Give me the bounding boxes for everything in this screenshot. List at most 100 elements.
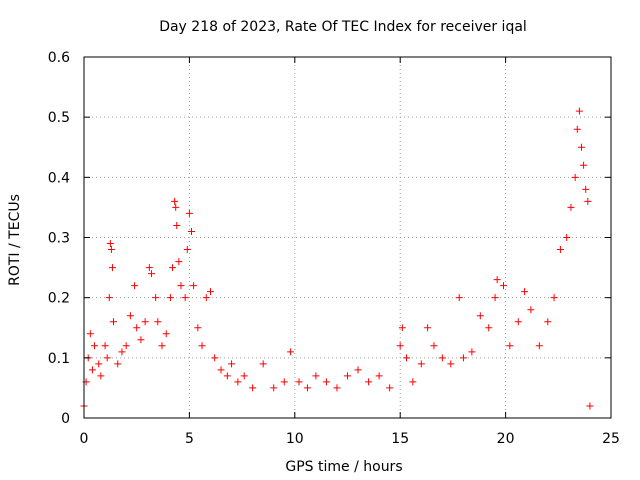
data-point bbox=[141, 318, 149, 326]
data-point bbox=[476, 312, 484, 320]
data-point bbox=[491, 294, 499, 302]
data-point bbox=[430, 342, 438, 350]
data-point bbox=[97, 372, 105, 380]
data-point bbox=[194, 324, 202, 332]
data-point bbox=[403, 354, 411, 362]
data-point bbox=[175, 258, 183, 266]
data-point bbox=[158, 342, 166, 350]
data-point bbox=[493, 276, 501, 284]
data-point bbox=[217, 366, 225, 374]
data-point bbox=[126, 312, 134, 320]
data-point bbox=[468, 348, 476, 356]
data-point bbox=[131, 282, 139, 290]
data-point bbox=[270, 384, 278, 392]
data-point bbox=[365, 378, 373, 386]
data-point bbox=[147, 270, 155, 278]
data-point bbox=[303, 384, 311, 392]
y-axis-label: ROTI / TECUs bbox=[7, 194, 23, 286]
data-point bbox=[137, 336, 145, 344]
data-point bbox=[228, 360, 236, 368]
data-point bbox=[586, 402, 594, 410]
data-point bbox=[108, 264, 116, 272]
y-tick-label: 0 bbox=[61, 411, 70, 427]
data-point bbox=[499, 282, 507, 290]
data-point bbox=[580, 161, 588, 169]
data-point bbox=[459, 354, 467, 362]
y-tick-label: 0.4 bbox=[48, 170, 70, 186]
y-tick-label: 0.5 bbox=[48, 110, 70, 126]
data-point bbox=[417, 360, 425, 368]
data-point bbox=[185, 209, 193, 217]
data-point bbox=[584, 197, 592, 205]
data-point bbox=[91, 342, 99, 350]
data-point bbox=[181, 294, 189, 302]
data-point bbox=[95, 360, 103, 368]
data-point bbox=[169, 264, 177, 272]
data-point bbox=[106, 240, 114, 248]
data-point bbox=[563, 234, 571, 241]
gridlines bbox=[84, 57, 611, 418]
data-point bbox=[183, 246, 191, 254]
data-point bbox=[145, 264, 153, 272]
data-point bbox=[550, 294, 558, 302]
y-tick-label: 0.1 bbox=[48, 351, 70, 367]
data-point bbox=[398, 324, 406, 332]
data-point bbox=[154, 318, 162, 326]
data-point bbox=[133, 324, 141, 332]
data-point bbox=[535, 342, 543, 350]
data-point bbox=[211, 354, 219, 362]
data-point bbox=[375, 372, 383, 380]
data-point bbox=[527, 306, 535, 314]
chart-title: Day 218 of 2023, Rate Of TEC Index for r… bbox=[159, 19, 527, 35]
data-point bbox=[556, 246, 564, 254]
x-tick-label: 25 bbox=[602, 431, 620, 447]
data-point bbox=[287, 348, 295, 356]
data-point bbox=[438, 354, 446, 362]
x-tick-label: 15 bbox=[391, 431, 409, 447]
data-point bbox=[295, 378, 303, 386]
x-tick-label: 5 bbox=[185, 431, 194, 447]
data-point bbox=[177, 282, 185, 290]
data-point bbox=[202, 294, 210, 302]
data-point bbox=[110, 318, 118, 326]
data-point bbox=[424, 324, 432, 332]
data-point bbox=[312, 372, 320, 380]
data-point bbox=[114, 360, 122, 368]
data-point bbox=[86, 330, 94, 338]
data-point bbox=[188, 227, 196, 235]
data-point bbox=[105, 294, 113, 302]
data-point bbox=[577, 143, 585, 151]
data-point bbox=[506, 342, 514, 350]
data-point bbox=[173, 221, 181, 229]
data-point bbox=[485, 324, 493, 332]
data-point bbox=[344, 372, 351, 380]
data-point bbox=[544, 318, 552, 326]
data-point bbox=[333, 384, 341, 392]
y-tick-labels: 0 0.1 0.2 0.3 0.4 0.5 0.6 bbox=[48, 50, 70, 427]
data-point bbox=[354, 366, 362, 374]
data-point bbox=[152, 294, 160, 302]
data-point bbox=[101, 342, 109, 350]
data-point bbox=[206, 288, 214, 296]
data-point bbox=[240, 372, 248, 380]
data-point bbox=[166, 294, 174, 302]
x-tick-label: 10 bbox=[286, 431, 304, 447]
data-point bbox=[118, 348, 126, 356]
y-tick-label: 0.3 bbox=[48, 231, 70, 247]
y-tick-label: 0.2 bbox=[48, 291, 70, 307]
data-point bbox=[103, 354, 111, 362]
data-point bbox=[190, 282, 198, 290]
data-point bbox=[582, 185, 590, 193]
plot-frame bbox=[83, 56, 612, 419]
data-point bbox=[234, 378, 242, 386]
data-point bbox=[122, 342, 130, 350]
data-point bbox=[447, 360, 455, 368]
data-point bbox=[575, 107, 583, 115]
data-point bbox=[280, 378, 288, 386]
data-point bbox=[249, 384, 257, 392]
data-point bbox=[223, 372, 231, 380]
data-point bbox=[198, 342, 206, 350]
data-point bbox=[171, 197, 179, 205]
data-point bbox=[259, 360, 267, 368]
data-point bbox=[88, 366, 96, 374]
